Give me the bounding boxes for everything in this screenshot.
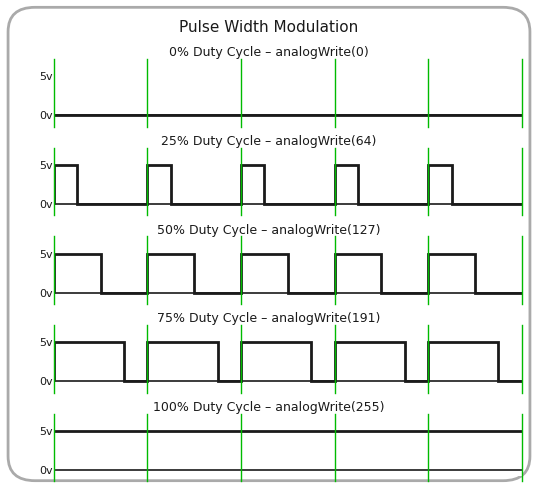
Text: 25% Duty Cycle – analogWrite(64): 25% Duty Cycle – analogWrite(64)	[161, 135, 377, 148]
Text: 0% Duty Cycle – analogWrite(0): 0% Duty Cycle – analogWrite(0)	[169, 46, 369, 59]
Text: Pulse Width Modulation: Pulse Width Modulation	[179, 20, 359, 35]
Text: 75% Duty Cycle – analogWrite(191): 75% Duty Cycle – analogWrite(191)	[157, 312, 381, 325]
Text: 50% Duty Cycle – analogWrite(127): 50% Duty Cycle – analogWrite(127)	[157, 224, 381, 237]
Text: 100% Duty Cycle – analogWrite(255): 100% Duty Cycle – analogWrite(255)	[153, 401, 385, 414]
